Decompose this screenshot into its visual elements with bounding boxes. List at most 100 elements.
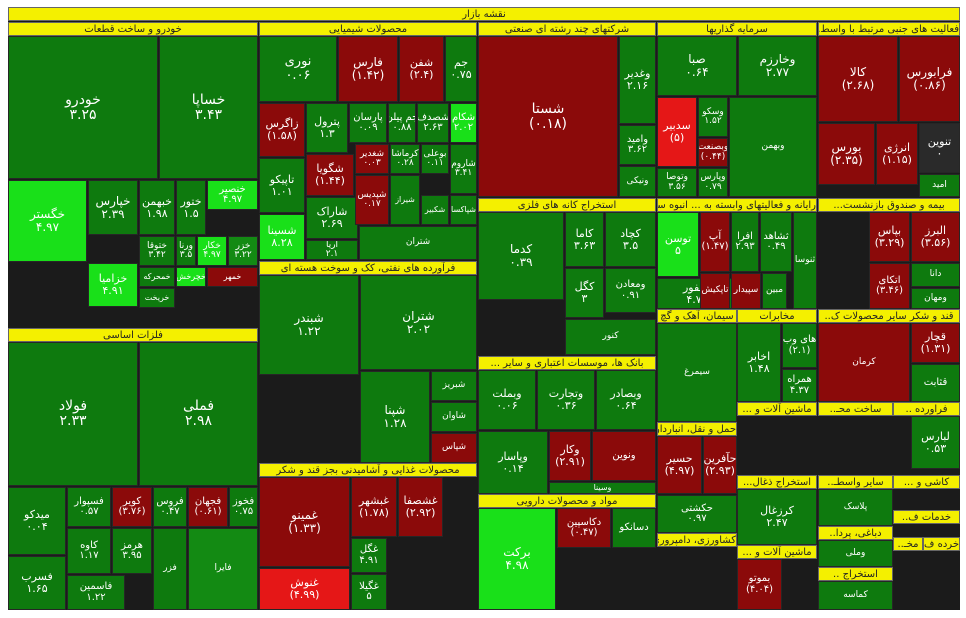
stock-tile[interactable]: غشصفا (۲.۹۲) (398, 477, 443, 537)
stock-tile[interactable]: کاما ۳.۶۳ (565, 212, 604, 267)
stock-tile[interactable]: ثشاهد ۰.۴۹ (760, 212, 792, 272)
stock-tile[interactable]: انرژی (۱.۱۵) (876, 123, 918, 185)
stock-tile[interactable]: حکشتی ۰.۹۷ (657, 495, 737, 533)
stock-tile[interactable]: خچرخش (176, 267, 206, 287)
stock-tile[interactable]: فاسمین ۱.۲۲ (67, 575, 125, 610)
stock-tile[interactable]: کالا (۲.۶۸) (818, 36, 898, 122)
stock-tile[interactable]: فولاد ۲.۳۳ (8, 342, 138, 486)
stock-tile[interactable]: وتجارت ۰.۳۶ (537, 370, 595, 430)
stock-tile[interactable]: وغدیر ۲.۱۶ (619, 36, 656, 124)
stock-tile[interactable]: بموتو (۴.۰۴) (737, 559, 782, 610)
stock-tile[interactable]: اخابر ۱.۴۸ (737, 323, 781, 402)
stock-tile[interactable]: وکار (۲.۹۱) (549, 431, 591, 481)
stock-tile[interactable]: خپارس ۲.۳۹ (88, 180, 138, 235)
stock-tile[interactable]: وپاسار ۰.۱۴ (478, 431, 548, 494)
stock-tile[interactable]: فجهان (۰.۶۱) (188, 487, 228, 527)
stock-tile[interactable]: تاپکیش (700, 273, 730, 309)
stock-tile[interactable]: سدبیر (۵) (657, 97, 697, 167)
stock-tile[interactable]: ختوقا ۳.۴۲ (139, 236, 175, 266)
stock-tile[interactable]: خریخت (139, 288, 175, 308)
stock-tile[interactable]: شپاس (431, 433, 477, 463)
stock-tile[interactable]: تاپیکو ۱.۰۱ (259, 158, 305, 213)
stock-tile[interactable]: فخوز ۰.۷۵ (229, 487, 258, 527)
stock-tile[interactable]: شکبیر (421, 195, 449, 225)
stock-tile[interactable]: کنور (565, 319, 656, 355)
stock-tile[interactable]: شاروم ۳.۴۱ (450, 144, 477, 194)
stock-tile[interactable]: فزر (153, 528, 187, 610)
stock-tile[interactable]: کماسه (818, 581, 893, 610)
stock-tile[interactable]: ورنا ۳.۵ (176, 236, 196, 266)
stock-tile[interactable]: شگویا (۱.۴۴) (306, 154, 354, 196)
stock-tile[interactable]: آریا ۲.۱ (306, 240, 358, 260)
stock-tile[interactable]: وسینا (549, 482, 656, 494)
stock-tile[interactable]: فسرب ۱.۶۵ (8, 556, 66, 610)
stock-tile[interactable]: توسن ۵ (657, 212, 699, 277)
stock-tile[interactable]: وتوصا ۳.۵۶ (657, 168, 697, 197)
stock-tile[interactable]: اتکای (۳.۴۶) (869, 263, 910, 309)
stock-tile[interactable]: غنوش (۴.۹۹) (259, 568, 350, 610)
stock-tile[interactable]: خمحرکه (139, 267, 175, 287)
stock-tile[interactable]: مبین (762, 273, 787, 309)
stock-tile[interactable]: ونوین (592, 431, 656, 481)
stock-tile[interactable]: شبندر ۱.۲۲ (259, 275, 359, 375)
stock-tile[interactable]: غگیلا ۵ (351, 574, 387, 610)
stock-tile[interactable]: وپارس ۰.۷۹ (698, 168, 728, 197)
stock-tile[interactable]: ومهان (911, 288, 960, 309)
stock-tile[interactable]: خودرو ۳.۲۵ (8, 36, 158, 179)
stock-tile[interactable]: حآفرین (۲.۹۳) (703, 436, 737, 494)
stock-tile[interactable]: امید (919, 174, 960, 197)
stock-tile[interactable]: وامید ۳.۶۲ (619, 125, 656, 165)
stock-tile[interactable]: خگستر ۴.۹۷ (8, 180, 87, 262)
stock-tile[interactable]: دکاسپین (۰.۴۷) (557, 508, 611, 548)
stock-tile[interactable]: کرمان (818, 323, 910, 402)
stock-tile[interactable]: خمهر (207, 267, 258, 287)
stock-tile[interactable]: شبریز (431, 371, 477, 401)
stock-tile[interactable]: فایرا (188, 528, 258, 610)
stock-tile[interactable]: لبارس ۰.۵۳ (911, 416, 960, 469)
stock-tile[interactable]: زاگرس (۱.۵۸) (259, 103, 305, 157)
stock-tile[interactable]: وبصنعت (۰.۴۴) (698, 138, 728, 167)
stock-tile[interactable]: دسانکو (612, 508, 656, 548)
stock-tile[interactable]: فملی ۲.۹۸ (139, 342, 258, 486)
stock-tile[interactable]: نوری ۰.۰۶ (259, 36, 337, 102)
stock-tile[interactable]: خزر ۳.۲۲ (228, 236, 258, 266)
stock-tile[interactable]: پلاسک (818, 489, 893, 526)
stock-tile[interactable]: کاوه ۱.۱۷ (67, 528, 111, 574)
stock-tile[interactable]: کگل ۳ (565, 268, 604, 318)
stock-tile[interactable]: حسیر (۴.۹۷) (657, 436, 702, 494)
stock-tile[interactable]: خنصیر ۴.۹۷ (207, 180, 258, 210)
stock-tile[interactable]: فروس ۰.۴۷ (153, 487, 187, 527)
stock-tile[interactable]: فرابورس (۰.۸۶) (899, 36, 960, 122)
stock-tile[interactable]: وبملت ۰.۰۶ (478, 370, 536, 430)
stock-tile[interactable]: شصدف ۲.۶۳ (417, 103, 449, 143)
stock-tile[interactable]: سپیدار (731, 273, 761, 309)
stock-tile[interactable]: میدکو ۰.۰۴ (8, 487, 66, 555)
stock-tile[interactable]: سیمرغ (657, 323, 737, 422)
stock-tile[interactable]: ومعادن ۰.۹۱ (605, 268, 656, 313)
stock-tile[interactable]: البرز (۳.۵۶) (911, 212, 960, 262)
stock-tile[interactable]: کرماشا ۰.۲۸ (390, 144, 420, 174)
stock-tile[interactable]: وملی (818, 540, 893, 567)
stock-tile[interactable]: غبشهر (۱.۷۸) (351, 477, 397, 537)
stock-tile[interactable]: شغدیر ۰.۰۳ (355, 144, 389, 174)
stock-tile[interactable]: بپاس (۳.۲۹) (869, 212, 910, 262)
stock-tile[interactable]: آپ (۱.۴۷) (700, 212, 730, 272)
stock-tile[interactable]: شپدیس ۰.۱۷ (355, 175, 389, 225)
stock-tile[interactable]: شپنا ۱.۲۸ (360, 371, 430, 463)
stock-tile[interactable]: شتران (359, 226, 477, 260)
stock-tile[interactable]: تنوین ۰ (919, 123, 960, 173)
stock-tile[interactable]: پترول ۱.۳ (306, 103, 348, 153)
stock-tile[interactable]: شسینا ۸.۲۸ (259, 214, 305, 260)
stock-tile[interactable]: همراه ۴.۳۷ (782, 369, 817, 402)
stock-tile[interactable]: پارسان ۰.۰۹ (349, 103, 387, 143)
stock-tile[interactable]: فارس (۱.۴۲) (338, 36, 398, 102)
stock-tile[interactable]: شپاکسا (450, 195, 477, 225)
stock-tile[interactable]: شاراک ۲.۶۹ (306, 197, 358, 239)
stock-tile[interactable]: وبصادر ۰.۶۴ (596, 370, 656, 430)
stock-tile[interactable]: بورس (۲.۳۵) (818, 123, 875, 185)
stock-tile[interactable]: شستا (۰.۱۸) (478, 36, 618, 197)
stock-tile[interactable]: قچار (۱.۳۱) (911, 323, 960, 363)
stock-tile[interactable]: شفن (۲.۴) (399, 36, 444, 102)
stock-tile[interactable]: ختور ۱.۵ (176, 180, 206, 235)
stock-tile[interactable]: جم پیلن۰.۸۸ (388, 103, 416, 143)
